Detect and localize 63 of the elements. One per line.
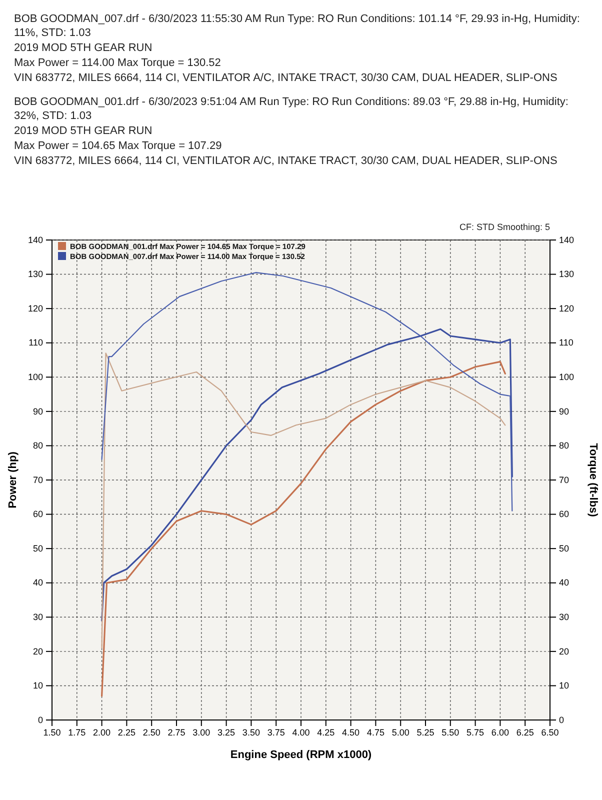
text: BOB GOODMAN_007.drf - 6/30/2023 11:55:30 AM Run Type: RO Run Conditions: 101.14 °F, 29.93 in-Hg, Humidity: 11%, STD: 1.03	[14, 13, 580, 39]
y2-tick-label: 10	[559, 680, 570, 691]
x-tick-label: 5.00	[392, 727, 410, 738]
y-tick-label: 60	[32, 509, 43, 520]
y-tick-label: 70	[32, 474, 43, 485]
x-tick-label: 4.50	[342, 727, 360, 738]
y-axis-title: Power (hp)	[7, 451, 19, 508]
x-tick-label: 1.75	[68, 727, 86, 738]
y-tick-label: 20	[32, 646, 43, 656]
text: 2019 MOD 5TH GEAR RUN	[14, 42, 152, 54]
y2-tick-label: 50	[559, 543, 570, 554]
y-tick-label: 50	[32, 543, 43, 554]
text: BOB GOODMAN_001.drf - 6/30/2023 9:51:04 AM Run Type: RO Run Conditions: 89.03 °F, 29.88 in-Hg, Humidity: 32%, STD: 1.03	[14, 96, 568, 122]
x-tick-label: 6.25	[516, 727, 534, 738]
x-tick-label: 2.00	[93, 727, 111, 738]
x-tick-label: 2.75	[168, 727, 186, 738]
y2-axis-title: Torque (ft-lbs)	[587, 443, 599, 518]
y-tick-label: 130	[28, 269, 43, 280]
y2-tick-label: 70	[559, 474, 570, 485]
y-tick-label: 40	[32, 578, 43, 588]
x-tick-label: 2.25	[118, 727, 136, 738]
x-tick-label: 5.25	[416, 727, 434, 738]
y2-tick-label: 80	[559, 440, 570, 451]
y2-tick-label: 100	[559, 372, 574, 382]
x-tick-label: 6.00	[491, 727, 509, 738]
y-tick-label: 140	[28, 234, 43, 245]
y-tick-label: 80	[32, 440, 43, 451]
x-tick-label: 6.50	[541, 727, 559, 738]
text: Max Power = 104.65 Max Torque = 107.29	[14, 140, 222, 152]
x-tick-label: 4.25	[317, 727, 335, 738]
text: VIN 683772, MILES 6664, 114 CI, VENTILATOR A/C, INTAKE TRACT, 30/30 CAM, DUAL HEADER, SLIP-ONS	[14, 155, 558, 167]
y2-tick-label: 120	[559, 303, 574, 314]
x-tick-label: 3.75	[267, 727, 285, 738]
x-tick-label: 4.00	[292, 727, 310, 738]
y-tick-label: 90	[32, 406, 43, 416]
x-tick-label: 5.50	[442, 727, 460, 738]
y2-tick-label: 90	[559, 406, 570, 416]
x-tick-label: 5.75	[466, 727, 484, 738]
y2-tick-label: 130	[559, 269, 574, 280]
x-tick-label: 1.50	[43, 727, 61, 738]
y-tick-label: 100	[28, 372, 43, 382]
x-tick-label: 2.50	[142, 727, 160, 738]
y-tick-label: 120	[28, 303, 43, 314]
x-tick-label: 3.25	[218, 727, 236, 738]
y-tick-label: 0	[38, 714, 43, 725]
y-tick-label: 110	[28, 338, 43, 348]
y2-tick-label: 60	[559, 509, 570, 520]
x-tick-label: 3.00	[192, 727, 210, 738]
text: Max Power = 114.00 Max Torque = 130.52	[14, 57, 221, 69]
y-tick-label: 10	[32, 680, 43, 691]
y2-tick-label: 110	[559, 338, 574, 348]
y2-tick-label: 140	[559, 234, 574, 245]
y2-tick-label: 30	[559, 612, 570, 622]
text: 2019 MOD 5TH GEAR RUN	[14, 125, 152, 137]
text: VIN 683772, MILES 6664, 114 CI, VENTILATOR A/C, INTAKE TRACT, 30/30 CAM, DUAL HEADER, SLIP-ONS	[14, 72, 558, 84]
x-tick-label: 4.75	[366, 727, 384, 738]
y-tick-label: 30	[32, 612, 43, 622]
x-axis-title: Engine Speed (RPM x1000)	[230, 749, 372, 761]
text: CF: STD Smoothing: 5	[459, 222, 550, 232]
y2-tick-label: 40	[559, 578, 570, 588]
y2-tick-label: 0	[559, 714, 564, 725]
x-tick-label: 3.50	[242, 727, 260, 738]
y2-tick-label: 20	[559, 646, 570, 656]
